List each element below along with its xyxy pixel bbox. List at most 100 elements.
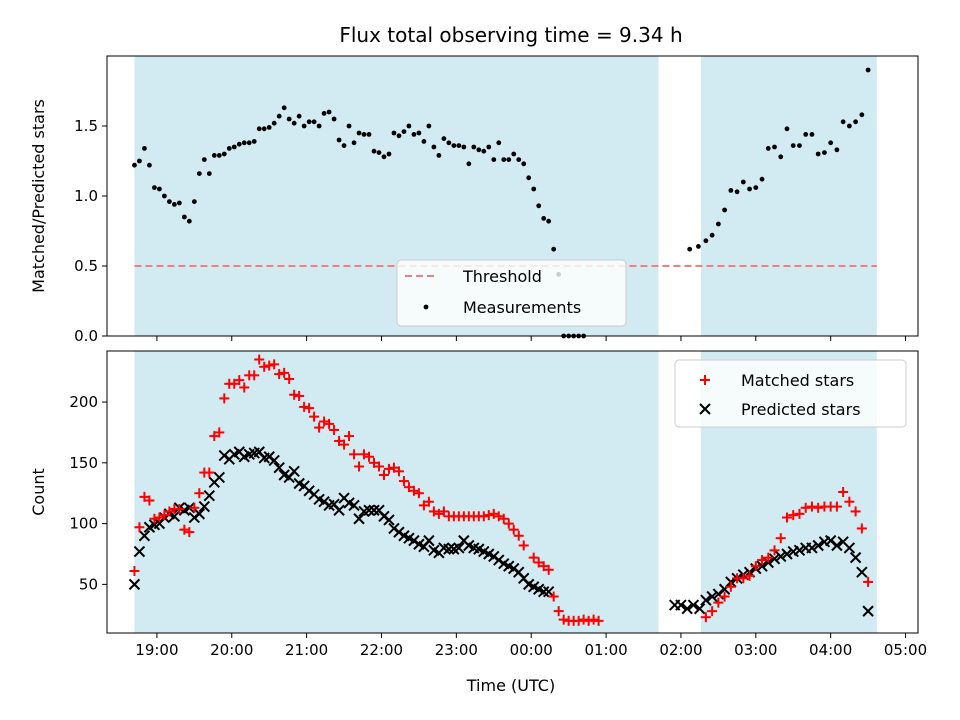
- x-tick-label: 22:00: [360, 641, 403, 659]
- matched-star-point: [719, 591, 730, 602]
- matched-star-point: [844, 496, 855, 507]
- top-y-tick-label: 0.5: [74, 257, 98, 275]
- measurement-point: [301, 123, 307, 129]
- measurement-point: [466, 161, 472, 167]
- measurement-point: [426, 123, 432, 129]
- predicted-star-point-b: [428, 544, 440, 557]
- matched-star-point: [788, 510, 799, 521]
- predicted-star-point: [133, 545, 146, 558]
- predicted-star-point: [268, 454, 280, 467]
- measurement-point: [341, 143, 347, 149]
- legend-predicted-label: Predicted stars: [741, 400, 861, 419]
- matched-star-point: [144, 495, 155, 506]
- measurement-point: [147, 162, 152, 168]
- matched-star-point: [800, 502, 811, 513]
- predicted-star-point: [756, 560, 768, 572]
- measurement-point: [256, 126, 262, 132]
- matched-star-point: [274, 369, 285, 380]
- measurement-point: [551, 246, 557, 252]
- measurement-point: [416, 130, 422, 136]
- measurement-point: [790, 143, 796, 149]
- measurement-point: [476, 147, 482, 153]
- measurement-point: [451, 143, 457, 149]
- matched-star-point: [269, 359, 280, 370]
- x-tick-label: 20:00: [210, 641, 253, 659]
- measurement-point: [753, 185, 759, 191]
- predicted-star-point: [831, 539, 843, 552]
- predicted-star-point-b: [403, 532, 415, 544]
- measurement-point: [846, 123, 852, 129]
- predicted-star-point: [806, 542, 818, 554]
- matched-star-point: [259, 361, 270, 372]
- bottom-y-ticks: 50 100 150 200: [69, 393, 107, 593]
- chart-title: Flux total observing time = 9.34 h: [339, 23, 682, 47]
- matched-star-point: [438, 506, 449, 517]
- predicted-star-point: [368, 504, 380, 516]
- measurement-point: [411, 132, 417, 137]
- matched-star-point: [750, 561, 761, 572]
- measurement-point: [196, 171, 202, 177]
- measurement-point: [728, 188, 734, 193]
- measurement-point: [396, 133, 402, 139]
- measurement-point: [536, 203, 542, 209]
- matched-star-point: [214, 427, 225, 438]
- matched-star-point: [264, 360, 275, 371]
- predicted-star-point-b: [498, 558, 510, 570]
- matched-star-point: [738, 573, 749, 584]
- measurement-point: [206, 171, 212, 177]
- matched-star-point: [498, 513, 509, 524]
- matched-star-point: [324, 418, 335, 429]
- measurement-point: [687, 246, 693, 252]
- predicted-star-point-b: [363, 504, 375, 516]
- matched-star-point: [373, 461, 384, 472]
- matched-star-point: [806, 501, 817, 512]
- matched-star-point: [423, 496, 434, 507]
- predicted-star-point: [687, 599, 700, 611]
- predicted-star-point-b: [793, 544, 806, 557]
- measurement-point: [491, 157, 497, 163]
- legend-measurements-label: Measurements: [463, 298, 581, 317]
- predicted-star-point-b: [700, 594, 712, 606]
- x-tick-label: 19:00: [135, 641, 178, 659]
- predicted-star-point-b: [293, 477, 305, 490]
- predicted-star-point-b: [781, 548, 793, 560]
- bottom-x-ticks: 19:00 20:00 21:00 22:00 23:00 00:00 01:00 02:00…: [135, 633, 927, 659]
- legend-threshold-label: Threshold: [462, 267, 542, 286]
- measurement-point: [778, 154, 784, 160]
- measurement-point: [161, 193, 167, 199]
- x-tick-label: 21:00: [285, 641, 328, 659]
- matched-star-point: [309, 411, 320, 422]
- measurement-point: [186, 218, 192, 224]
- matched-star-point: [413, 488, 424, 499]
- measurement-point: [371, 148, 377, 154]
- measurement-point: [703, 238, 709, 244]
- measurement-point: [331, 116, 337, 122]
- predicted-star-point: [849, 551, 862, 564]
- measurement-point: [840, 119, 846, 125]
- predicted-star-point-b: [503, 560, 515, 572]
- predicted-star-point-b: [368, 504, 380, 516]
- top-y-ticks: 0.0 0.5 1.0 1.5: [74, 117, 107, 345]
- measurement-point: [376, 150, 382, 156]
- x-tick-label: 03:00: [734, 641, 777, 659]
- predicted-star-point: [348, 499, 360, 512]
- predicted-star-point-b: [675, 599, 687, 611]
- matched-star-point: [856, 523, 867, 534]
- measurement-point: [715, 221, 721, 227]
- measurement-point: [316, 123, 322, 129]
- predicted-star-point: [681, 602, 693, 615]
- matched-star-point: [548, 591, 559, 602]
- predicted-star-point-b: [268, 454, 280, 467]
- predicted-star-point-b: [383, 514, 395, 526]
- predicted-star-point-b: [862, 605, 874, 617]
- measurement-point: [441, 136, 447, 142]
- predicted-star-point: [542, 585, 555, 598]
- matched-star-point: [850, 506, 861, 517]
- predicted-star-point-b: [193, 508, 206, 520]
- top-legend-box: [396, 259, 627, 327]
- matched-star-point: [763, 552, 774, 563]
- predicted-star-point-b: [856, 566, 868, 578]
- measurement-point: [486, 144, 492, 150]
- x-tick-label: 01:00: [584, 641, 627, 659]
- matched-star-point: [149, 513, 160, 524]
